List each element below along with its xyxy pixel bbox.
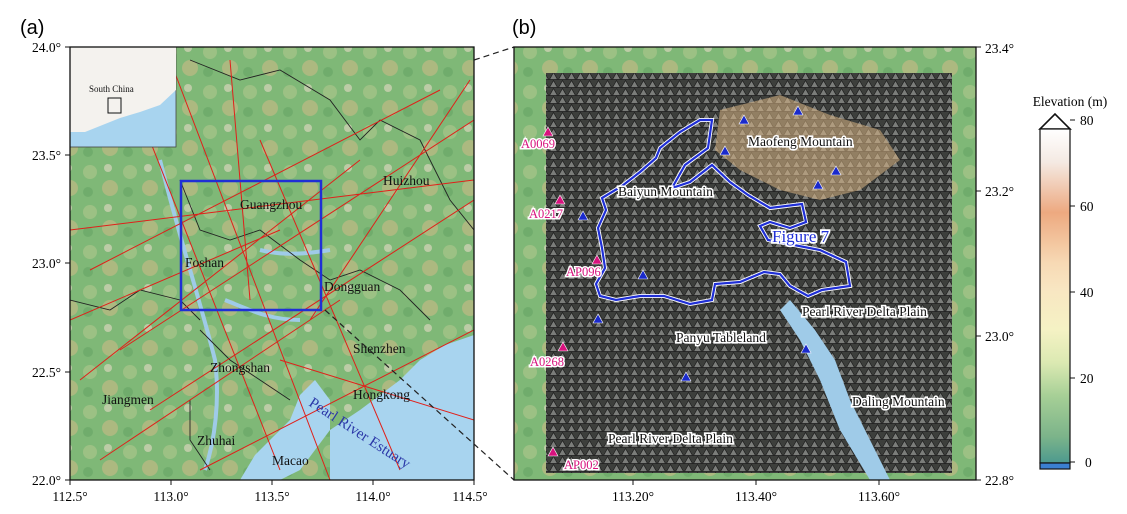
panel-a-ticks [65,46,475,485]
zoom-connector-bottom [324,309,515,481]
magenta-station [557,341,569,352]
city-label-jiangmen: Jiangmen [102,392,154,407]
city-label-zhongshan: Zhongshan [210,360,270,375]
a-x-tick-1: 113.0° [153,489,188,504]
b-y-tick-1: 23.2° [985,184,1014,199]
magenta-station [547,446,559,457]
station-labels: A0069 A0217 AP096 A0268 AP002 [520,136,603,474]
city-label-shenzhen: Shenzhen [353,341,406,356]
colorbar-tick-0: 80 [1080,113,1094,128]
blue-station-markers [577,105,842,382]
a-y-tick-4: 22.0° [32,473,61,488]
inset-land [70,47,176,132]
blue-station [738,114,750,125]
blue-station [592,313,604,324]
panel-b-label: (b) [512,17,536,39]
panel-b-map: A0069 A0217 AP096 A0268 AP002 Maofeng Mo… [514,47,976,480]
city-label-foshan: Foshan [185,255,224,270]
city-label-zhuhai: Zhuhai [197,433,235,448]
a-y-tick-2: 23.0° [32,256,61,271]
colorbar-title: Elevation (m) [1033,94,1108,109]
city-label-dongguan: Dongguan [324,279,380,294]
colorbar-tick-3: 20 [1080,371,1094,386]
a-y-tick-0: 24.0° [32,40,61,55]
b-x-tick-2: 113.60° [858,489,900,504]
a-x-tick-2: 113.5° [254,489,289,504]
panel-b-frame [513,46,977,481]
a-y-tick-3: 22.5° [32,365,61,380]
b-y-tick-3: 22.8° [985,473,1014,488]
city-label-huizhou: Huizhou [383,173,430,188]
blue-station [812,179,824,190]
colorbar-tick-4: 0 [1085,455,1092,470]
place-label-maofeng: Maofeng Mountain [748,134,853,149]
place-labels: Maofeng Mountain Baiyun Mountain Pearl R… [606,132,946,447]
city-label-guangzhou: Guangzhou [240,197,302,212]
mountain-patches [715,95,900,200]
blue-station [830,165,842,176]
inset-label: South China [89,84,134,94]
magenta-station [542,126,554,137]
figure7-label: Figure 7 [772,227,830,246]
blue-station [680,371,692,382]
b-x-tick-1: 113.40° [735,489,777,504]
magenta-station [554,194,566,205]
station-label-ap096: AP096 [566,265,601,279]
station-label-ap002: AP002 [564,458,599,472]
b-y-tick-0: 23.4° [985,41,1014,56]
panel-b-ticks [632,46,981,485]
b-y-tick-2: 23.0° [985,329,1014,344]
a-y-tick-1: 23.5° [32,148,61,163]
blue-station [792,105,804,116]
colorbar-tick-1: 60 [1080,199,1094,214]
colorbar-ticks [1070,119,1075,463]
sea-area [330,335,474,480]
colorbar-max-arrow [1038,112,1072,130]
sea-inlet [240,380,330,480]
station-label-a0217: A0217 [529,207,563,221]
colorbar [1039,128,1071,464]
b-x-tick-0: 113.20° [612,489,654,504]
station-label-a0268: A0268 [530,355,564,369]
river-b [780,300,890,480]
blue-station [719,145,731,156]
place-label-prdp-upper: Pearl River Delta Plain [802,304,927,319]
place-label-baiyun: Baiyun Mountain [618,184,713,199]
blue-station [800,343,812,354]
a-x-tick-4: 114.5° [452,489,487,504]
a-x-tick-3: 114.0° [355,489,390,504]
zoom-connector-top [473,46,515,61]
magenta-station [591,254,603,265]
a-x-tick-0: 112.5° [52,489,87,504]
colorbar-min-cap [1039,462,1071,470]
blue-station [577,210,589,221]
place-label-prdp-lower: Pearl River Delta Plain [608,431,733,446]
study-area-box [179,179,323,312]
place-label-panyu: Panyu Tableland [676,330,766,345]
magenta-station-markers [542,126,603,457]
figure7-outline-blue [594,118,852,306]
city-label-hongkong: Hongkong [353,387,410,402]
panel-a-label: (a) [20,17,44,39]
city-label-macao: Macao [272,453,309,468]
place-label-daling: Daling Mountain [852,394,945,409]
blue-station [637,269,649,280]
panel-a-map: South China Huizhou Guangzhou Foshan Don… [70,47,474,480]
colorbar-tick-2: 40 [1080,285,1094,300]
station-label-a0069: A0069 [521,137,555,151]
inset-locator-box [107,97,122,114]
